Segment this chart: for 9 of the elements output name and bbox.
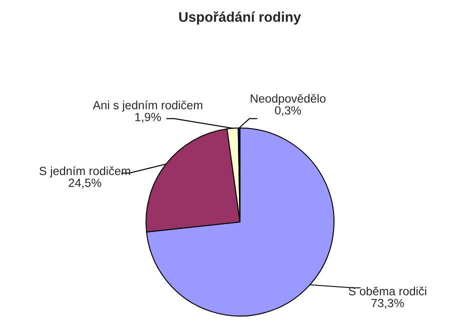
slice-label: Neodpovědělo xyxy=(250,94,326,106)
data-label: 73,3% xyxy=(371,298,404,309)
slice-label: S oběma rodiči xyxy=(348,286,426,296)
data-label: 0,3% xyxy=(274,106,301,116)
chart-title: Uspořádání rodiny xyxy=(179,11,301,25)
data-label: 24,5% xyxy=(68,178,102,188)
data-label: 1,9% xyxy=(135,112,161,123)
slice-label: Ani s jedním rodičem xyxy=(92,100,202,112)
slice-label: S jedním rodičem xyxy=(40,166,130,178)
